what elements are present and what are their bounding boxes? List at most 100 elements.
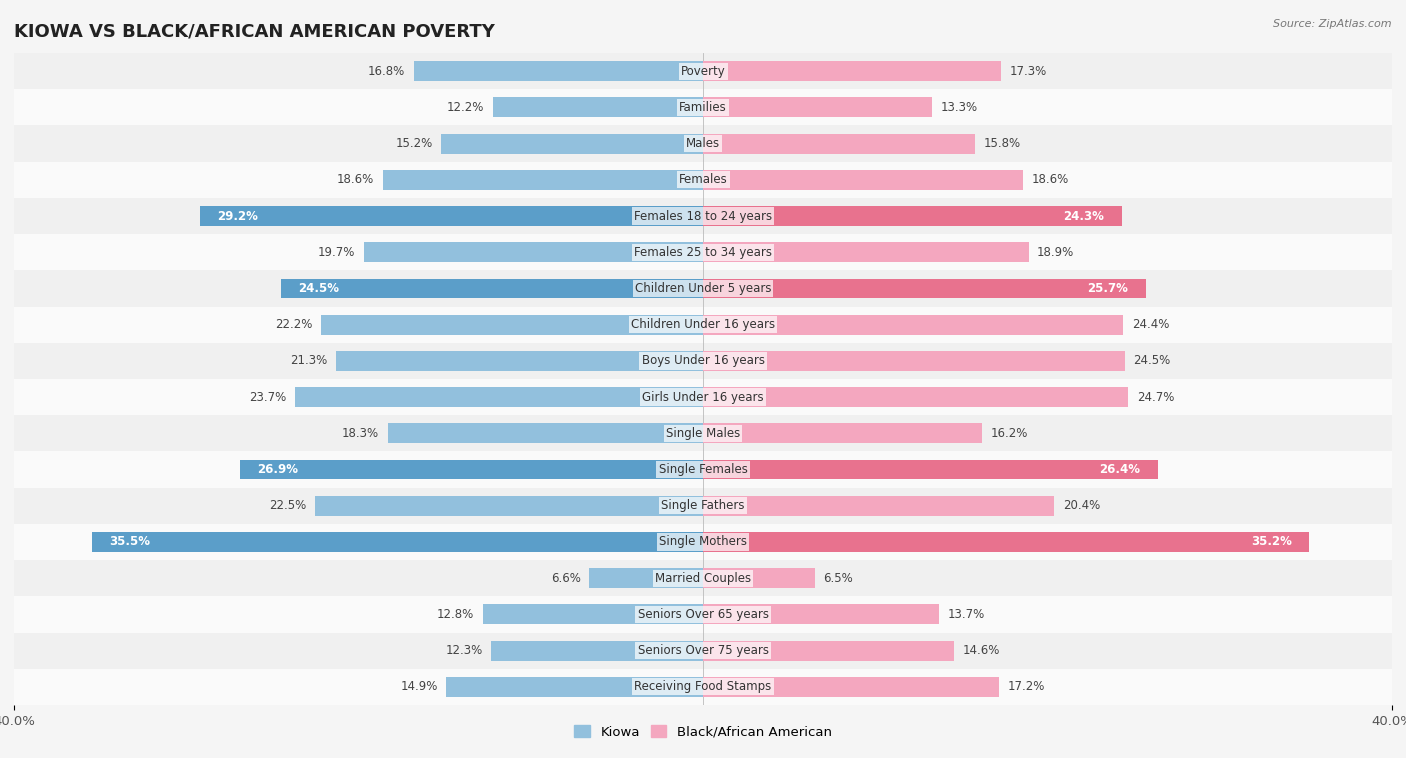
- Text: 14.6%: 14.6%: [963, 644, 1001, 657]
- Bar: [14, 234, 1392, 271]
- Bar: [14, 53, 1392, 89]
- Text: 26.4%: 26.4%: [1099, 463, 1140, 476]
- Bar: [703, 243, 1029, 262]
- Bar: [494, 98, 703, 117]
- Bar: [703, 278, 1146, 299]
- Text: 15.8%: 15.8%: [984, 137, 1021, 150]
- Bar: [703, 61, 1001, 81]
- Bar: [14, 126, 1392, 161]
- Text: 17.3%: 17.3%: [1010, 64, 1047, 77]
- Bar: [14, 452, 1392, 487]
- Text: Seniors Over 65 years: Seniors Over 65 years: [637, 608, 769, 621]
- Bar: [703, 170, 1024, 190]
- Text: 24.5%: 24.5%: [298, 282, 339, 295]
- Text: KIOWA VS BLACK/AFRICAN AMERICAN POVERTY: KIOWA VS BLACK/AFRICAN AMERICAN POVERTY: [14, 23, 495, 40]
- Bar: [14, 306, 1392, 343]
- Bar: [14, 343, 1392, 379]
- Text: Source: ZipAtlas.com: Source: ZipAtlas.com: [1274, 19, 1392, 29]
- Text: Receiving Food Stamps: Receiving Food Stamps: [634, 681, 772, 694]
- Bar: [281, 278, 703, 299]
- Text: Girls Under 16 years: Girls Under 16 years: [643, 390, 763, 403]
- Text: Married Couples: Married Couples: [655, 572, 751, 584]
- Text: Single Mothers: Single Mothers: [659, 535, 747, 549]
- Text: 24.3%: 24.3%: [1063, 209, 1104, 223]
- Text: Females 25 to 34 years: Females 25 to 34 years: [634, 246, 772, 258]
- Text: 35.5%: 35.5%: [108, 535, 150, 549]
- Bar: [14, 415, 1392, 452]
- Bar: [703, 641, 955, 660]
- Text: Boys Under 16 years: Boys Under 16 years: [641, 355, 765, 368]
- Text: 35.2%: 35.2%: [1251, 535, 1292, 549]
- Text: 22.5%: 22.5%: [270, 500, 307, 512]
- Bar: [14, 161, 1392, 198]
- Text: 6.6%: 6.6%: [551, 572, 581, 584]
- Bar: [388, 424, 703, 443]
- Text: Males: Males: [686, 137, 720, 150]
- Bar: [703, 568, 815, 588]
- Text: 14.9%: 14.9%: [401, 681, 437, 694]
- Text: Seniors Over 75 years: Seniors Over 75 years: [637, 644, 769, 657]
- Bar: [315, 496, 703, 515]
- Text: 13.3%: 13.3%: [941, 101, 977, 114]
- Text: 29.2%: 29.2%: [218, 209, 259, 223]
- Bar: [14, 198, 1392, 234]
- Text: Single Fathers: Single Fathers: [661, 500, 745, 512]
- Bar: [703, 133, 976, 154]
- Bar: [14, 524, 1392, 560]
- Bar: [239, 459, 703, 480]
- Text: 24.4%: 24.4%: [1132, 318, 1170, 331]
- Bar: [703, 424, 981, 443]
- Bar: [703, 677, 1000, 697]
- Text: 24.5%: 24.5%: [1133, 355, 1171, 368]
- Bar: [382, 170, 703, 190]
- Text: Children Under 16 years: Children Under 16 years: [631, 318, 775, 331]
- Bar: [446, 677, 703, 697]
- Text: 21.3%: 21.3%: [290, 355, 328, 368]
- Bar: [14, 487, 1392, 524]
- Text: Poverty: Poverty: [681, 64, 725, 77]
- Text: 19.7%: 19.7%: [318, 246, 356, 258]
- Text: Single Females: Single Females: [658, 463, 748, 476]
- Bar: [482, 604, 703, 625]
- Bar: [321, 315, 703, 334]
- Bar: [703, 98, 932, 117]
- Bar: [14, 379, 1392, 415]
- Text: 18.9%: 18.9%: [1038, 246, 1074, 258]
- Text: 18.6%: 18.6%: [1032, 174, 1069, 186]
- Bar: [14, 597, 1392, 632]
- Text: 23.7%: 23.7%: [249, 390, 287, 403]
- Text: 22.2%: 22.2%: [274, 318, 312, 331]
- Bar: [14, 632, 1392, 669]
- Text: 24.7%: 24.7%: [1137, 390, 1174, 403]
- Bar: [703, 206, 1122, 226]
- Bar: [14, 271, 1392, 306]
- Bar: [14, 669, 1392, 705]
- Text: Families: Families: [679, 101, 727, 114]
- Bar: [703, 532, 1309, 552]
- Bar: [413, 61, 703, 81]
- Bar: [441, 133, 703, 154]
- Text: 12.8%: 12.8%: [437, 608, 474, 621]
- Bar: [491, 641, 703, 660]
- Text: 18.3%: 18.3%: [342, 427, 380, 440]
- Bar: [703, 387, 1129, 407]
- Bar: [589, 568, 703, 588]
- Text: Children Under 5 years: Children Under 5 years: [634, 282, 772, 295]
- Bar: [336, 351, 703, 371]
- Text: 12.3%: 12.3%: [446, 644, 482, 657]
- Bar: [14, 560, 1392, 597]
- Bar: [91, 532, 703, 552]
- Text: 16.2%: 16.2%: [991, 427, 1028, 440]
- Bar: [295, 387, 703, 407]
- Bar: [703, 604, 939, 625]
- Text: 18.6%: 18.6%: [337, 174, 374, 186]
- Bar: [703, 496, 1054, 515]
- Bar: [364, 243, 703, 262]
- Text: 25.7%: 25.7%: [1088, 282, 1129, 295]
- Bar: [703, 459, 1157, 480]
- Legend: Kiowa, Black/African American: Kiowa, Black/African American: [569, 720, 837, 744]
- Text: Single Males: Single Males: [666, 427, 740, 440]
- Bar: [200, 206, 703, 226]
- Text: 17.2%: 17.2%: [1008, 681, 1045, 694]
- Text: 20.4%: 20.4%: [1063, 500, 1101, 512]
